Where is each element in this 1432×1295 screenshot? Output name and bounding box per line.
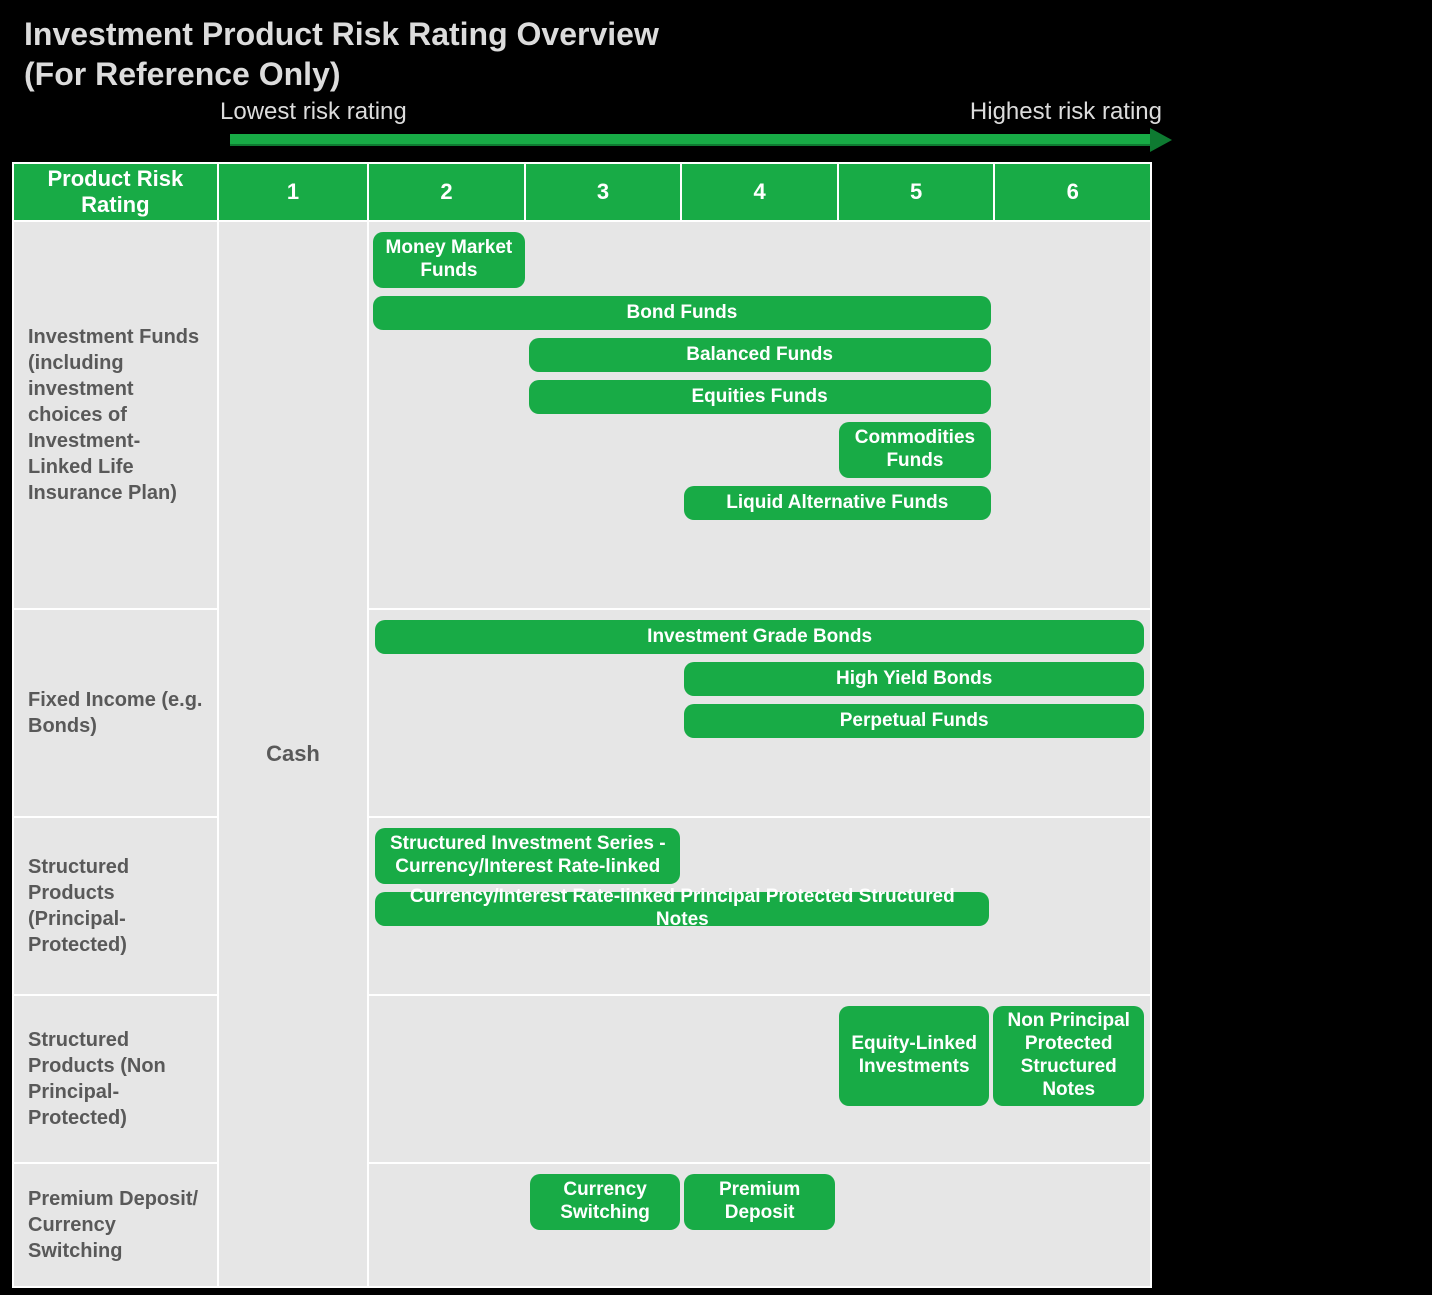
- pill-currency-switching: Currency Switching: [530, 1174, 681, 1230]
- header-label: Product Risk Rating: [13, 163, 218, 221]
- pill-principal-protected-notes: Currency/Interest Rate-linked Principal …: [375, 892, 989, 926]
- risk-scale-arrow: [230, 134, 1168, 144]
- title-line-1: Investment Product Risk Rating Overview: [24, 16, 659, 52]
- row-investment-funds: Investment Funds (including investment c…: [13, 221, 1151, 609]
- arrow-head-icon: [1150, 128, 1172, 152]
- table-header-row: Product Risk Rating 1 2 3 4 5 6: [13, 163, 1151, 221]
- fixed-income-body: Investment Grade Bonds High Yield Bonds …: [368, 609, 1151, 817]
- pill-equities-funds: Equities Funds: [529, 380, 991, 414]
- rowlabel-premium-deposit: Premium Deposit/ Currency Switching: [13, 1163, 218, 1287]
- pill-investment-grade-bonds: Investment Grade Bonds: [375, 620, 1144, 654]
- pill-structured-investment-series: Structured Investment Series - Currency/…: [375, 828, 680, 884]
- header-col-5: 5: [838, 163, 995, 221]
- scale-label-highest: Highest risk rating: [970, 98, 1162, 126]
- page-title: Investment Product Risk Rating Overview …: [24, 14, 659, 94]
- row-fixed-income: Fixed Income (e.g. Bonds) Investment Gra…: [13, 609, 1151, 817]
- rowlabel-investment-funds: Investment Funds (including investment c…: [13, 221, 218, 609]
- pill-high-yield-bonds: High Yield Bonds: [684, 662, 1144, 696]
- arrow-bar-fill: [230, 134, 1152, 146]
- cash-cell: Cash: [218, 221, 369, 1287]
- header-col-3: 3: [525, 163, 682, 221]
- pill-bond-funds: Bond Funds: [373, 296, 990, 330]
- pill-liquid-alternative-funds: Liquid Alternative Funds: [684, 486, 991, 520]
- header-col-4: 4: [681, 163, 838, 221]
- structured-non-protected-body: Equity-Linked Investments Non Principal …: [368, 995, 1151, 1163]
- pill-equity-linked-investments: Equity-Linked Investments: [839, 1006, 990, 1106]
- canvas: Investment Product Risk Rating Overview …: [0, 0, 1432, 1295]
- investment-funds-body: Money Market Funds Bond Funds Balanced F…: [368, 221, 1151, 609]
- title-line-2: (For Reference Only): [24, 56, 341, 92]
- pill-commodities-funds: Commodities Funds: [839, 422, 990, 478]
- rowlabel-structured-non-protected: Structured Products (Non Principal-Prote…: [13, 995, 218, 1163]
- header-col-2: 2: [368, 163, 525, 221]
- scale-label-lowest: Lowest risk rating: [220, 98, 407, 126]
- pill-balanced-funds: Balanced Funds: [529, 338, 991, 372]
- pill-premium-deposit: Premium Deposit: [684, 1174, 835, 1230]
- risk-table: Product Risk Rating 1 2 3 4 5 6 Investme…: [12, 162, 1152, 1288]
- row-structured-protected: Structured Products (Principal-Protected…: [13, 817, 1151, 995]
- rowlabel-structured-protected: Structured Products (Principal-Protected…: [13, 817, 218, 995]
- pill-perpetual-funds: Perpetual Funds: [684, 704, 1144, 738]
- structured-protected-body: Structured Investment Series - Currency/…: [368, 817, 1151, 995]
- pill-money-market-funds: Money Market Funds: [373, 232, 524, 288]
- premium-body: Currency Switching Premium Deposit: [368, 1163, 1151, 1287]
- header-col-1: 1: [218, 163, 369, 221]
- header-col-6: 6: [994, 163, 1151, 221]
- rowlabel-fixed-income: Fixed Income (e.g. Bonds): [13, 609, 218, 817]
- row-structured-non-protected: Structured Products (Non Principal-Prote…: [13, 995, 1151, 1163]
- row-premium-deposit: Premium Deposit/ Currency Switching Curr…: [13, 1163, 1151, 1287]
- pill-non-principal-protected-notes: Non Principal Protected Structured Notes: [993, 1006, 1144, 1106]
